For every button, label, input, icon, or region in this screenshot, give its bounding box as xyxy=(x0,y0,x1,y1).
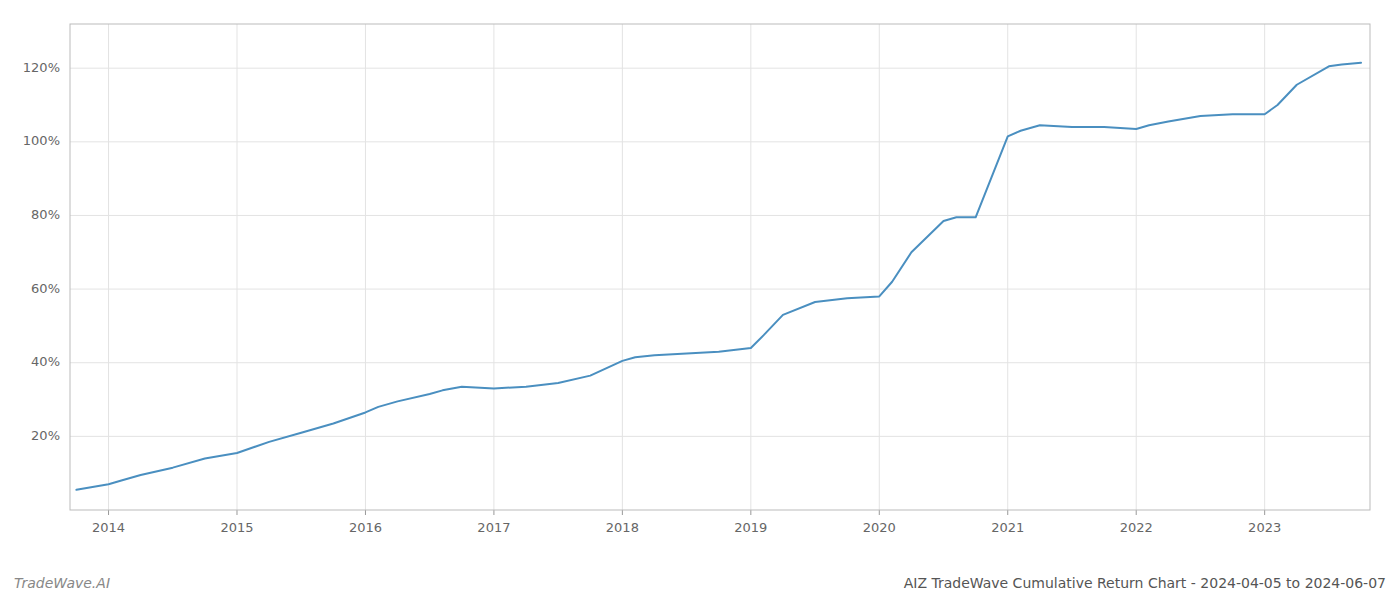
x-grid-line xyxy=(1007,24,1008,510)
chart: 20% 40% 60% 80% 100% 120% 2014 2015 2016 2017 2018… xyxy=(0,0,1400,600)
plot-frame xyxy=(70,24,1370,510)
x-tick xyxy=(1007,510,1008,515)
x-tick xyxy=(236,510,237,515)
line-group xyxy=(76,63,1361,490)
y-grid-line xyxy=(70,141,1370,142)
y-grid-line xyxy=(70,68,1370,69)
x-tick xyxy=(750,510,751,515)
x-grid-line xyxy=(1264,24,1265,510)
y-tick-label: 20% xyxy=(31,428,60,443)
grid xyxy=(70,24,1370,510)
x-tick-label: 2016 xyxy=(349,520,382,535)
y-tick-label: 100% xyxy=(23,133,60,148)
axes: 20% 40% 60% 80% 100% 120% 2014 2015 2016 2017 2018… xyxy=(23,24,1370,535)
y-tick-label: 60% xyxy=(31,281,60,296)
x-tick xyxy=(879,510,880,515)
page: {"chart_data": {"type": "line", "title":… xyxy=(0,0,1400,600)
x-tick-label: 2017 xyxy=(477,520,510,535)
x-tick xyxy=(108,510,109,515)
x-tick-label: 2021 xyxy=(991,520,1024,535)
x-tick-label: 2018 xyxy=(606,520,639,535)
y-grid-line xyxy=(70,215,1370,216)
x-tick-label: 2015 xyxy=(220,520,253,535)
x-grid-line xyxy=(236,24,237,510)
x-tick-label: 2023 xyxy=(1248,520,1281,535)
y-tick-label: 120% xyxy=(23,60,60,75)
line xyxy=(76,63,1361,490)
y-grid-line xyxy=(70,436,1370,437)
x-tick-label: 2020 xyxy=(863,520,896,535)
x-grid-line xyxy=(750,24,751,510)
watermark: TradeWave.AI xyxy=(14,575,110,591)
y-tick-label: 40% xyxy=(31,354,60,369)
x-grid-line xyxy=(1136,24,1137,510)
x-tick xyxy=(1136,510,1137,515)
y-grid-line xyxy=(70,362,1370,363)
x-grid-line xyxy=(622,24,623,510)
x-grid-line xyxy=(493,24,494,510)
x-grid-line xyxy=(108,24,109,510)
x-tick-label: 2019 xyxy=(734,520,767,535)
x-tick-label: 2014 xyxy=(92,520,125,535)
x-tick xyxy=(622,510,623,515)
x-tick xyxy=(365,510,366,515)
y-tick-label: 80% xyxy=(31,207,60,222)
x-grid-line xyxy=(365,24,366,510)
x-tick xyxy=(1264,510,1265,515)
x-tick xyxy=(493,510,494,515)
x-tick-label: 2022 xyxy=(1120,520,1153,535)
x-grid-line xyxy=(879,24,880,510)
y-grid-line xyxy=(70,289,1370,290)
title: AIZ TradeWave Cumulative Return Chart - … xyxy=(904,575,1386,591)
